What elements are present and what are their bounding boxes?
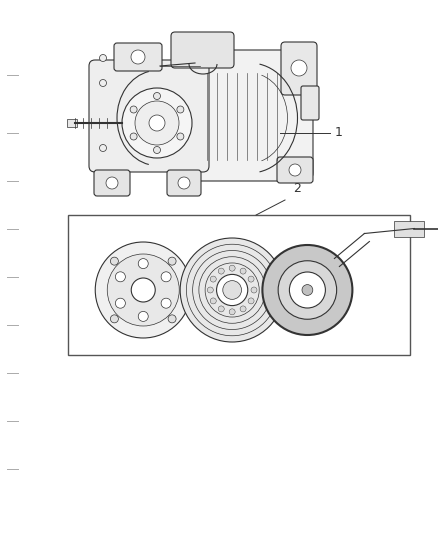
- Text: 2: 2: [293, 182, 301, 195]
- Circle shape: [248, 276, 254, 282]
- Bar: [68, 215, 410, 355]
- FancyBboxPatch shape: [281, 42, 317, 95]
- Circle shape: [122, 88, 192, 158]
- Circle shape: [262, 245, 353, 335]
- Circle shape: [115, 272, 125, 282]
- Circle shape: [289, 164, 301, 176]
- FancyBboxPatch shape: [301, 86, 319, 120]
- Circle shape: [218, 306, 224, 312]
- Text: 1: 1: [335, 126, 343, 140]
- Circle shape: [178, 177, 190, 189]
- FancyBboxPatch shape: [187, 50, 313, 181]
- Circle shape: [251, 287, 257, 293]
- Circle shape: [177, 106, 184, 113]
- Circle shape: [99, 79, 106, 86]
- Circle shape: [153, 147, 160, 154]
- Circle shape: [278, 261, 337, 319]
- Circle shape: [216, 274, 248, 305]
- Circle shape: [223, 281, 241, 300]
- Circle shape: [229, 309, 235, 315]
- Circle shape: [248, 298, 254, 304]
- FancyBboxPatch shape: [171, 32, 234, 68]
- Circle shape: [207, 287, 213, 293]
- FancyBboxPatch shape: [94, 170, 130, 196]
- Circle shape: [210, 298, 216, 304]
- Circle shape: [95, 242, 191, 338]
- Circle shape: [135, 101, 179, 145]
- Circle shape: [290, 272, 325, 308]
- Circle shape: [110, 257, 118, 265]
- Circle shape: [210, 276, 216, 282]
- Circle shape: [99, 54, 106, 61]
- FancyBboxPatch shape: [114, 43, 162, 71]
- Circle shape: [302, 285, 313, 295]
- Circle shape: [131, 50, 145, 64]
- FancyBboxPatch shape: [277, 157, 313, 183]
- Bar: [67, 119, 77, 127]
- Circle shape: [240, 268, 246, 274]
- Circle shape: [149, 115, 165, 131]
- Circle shape: [161, 298, 171, 308]
- Circle shape: [177, 133, 184, 140]
- Circle shape: [180, 238, 284, 342]
- Circle shape: [138, 311, 148, 321]
- Circle shape: [107, 254, 179, 326]
- Circle shape: [168, 257, 176, 265]
- FancyBboxPatch shape: [89, 60, 209, 172]
- Circle shape: [106, 177, 118, 189]
- Circle shape: [130, 106, 137, 113]
- Circle shape: [130, 133, 137, 140]
- Circle shape: [229, 265, 235, 271]
- Circle shape: [240, 306, 246, 312]
- FancyBboxPatch shape: [167, 170, 201, 196]
- Circle shape: [153, 93, 160, 100]
- Circle shape: [291, 60, 307, 76]
- Circle shape: [131, 278, 155, 302]
- Bar: [394, 221, 424, 237]
- Circle shape: [168, 315, 176, 323]
- Circle shape: [218, 268, 224, 274]
- Circle shape: [99, 144, 106, 151]
- Circle shape: [115, 298, 125, 308]
- Circle shape: [161, 272, 171, 282]
- Circle shape: [110, 315, 118, 323]
- Circle shape: [138, 259, 148, 269]
